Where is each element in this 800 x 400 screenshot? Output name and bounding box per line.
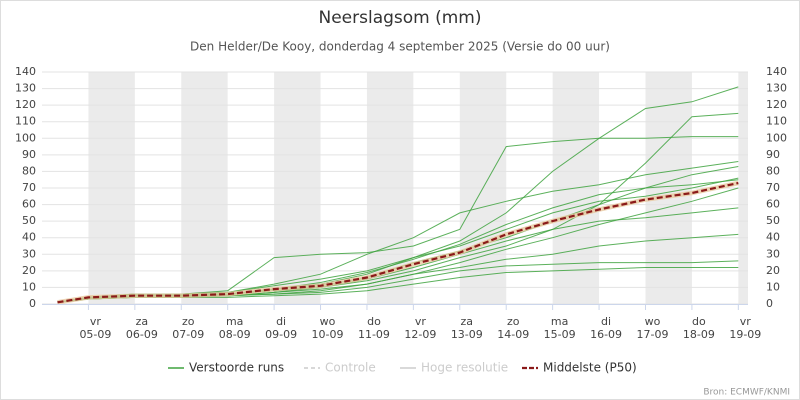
chart-title: Neerslagsom (mm) [318,8,481,28]
lines [57,86,739,305]
x-tick-weekday: vr [90,315,102,328]
y-tick-label: 40 [22,231,36,244]
legend-label: Controle [325,361,376,375]
credits: Bron: ECMWF/KNMI [703,388,790,398]
x-tick-label: 17-09 [637,328,669,341]
x-tick-label: 11-09 [358,328,390,341]
x-tick-label: 19-09 [729,328,761,341]
x-tick-label: 09-09 [265,328,297,341]
y2-tick-label: 100 [766,131,787,144]
x-tick-weekday: wo [645,315,661,328]
y-tick-label: 10 [22,280,36,293]
median-line [57,181,739,304]
y2-tick-label: 10 [766,280,780,293]
x-tick-label: 13-09 [451,328,483,341]
y2-tick-label: 50 [766,214,780,227]
y2-tick-label: 140 [766,65,787,78]
y-tick-label: 140 [15,65,36,78]
y-tick-label: 100 [15,131,36,144]
x-tick-weekday: ma [551,315,568,328]
x-tick-weekday: wo [320,315,336,328]
x-tick-label: 06-09 [126,328,158,341]
y2-tick-label: 120 [766,98,787,111]
x-tick-label: 07-09 [172,328,204,341]
y2-tick-label: 40 [766,231,780,244]
x-tick-weekday: do [692,315,706,328]
y-tick-label: 110 [15,115,36,128]
y2-tick-label: 70 [766,181,780,194]
y-tick-label: 90 [22,148,36,161]
legend-label: Hoge resolutie [421,361,508,375]
x-tick-label: 05-09 [79,328,111,341]
y2-tick-label: 0 [766,297,773,310]
x-tick-label: 18-09 [683,328,715,341]
y-tick-label: 70 [22,181,36,194]
x-tick-weekday: di [601,315,611,328]
x-tick-weekday: za [136,315,149,328]
x-tick-weekday: ma [226,315,243,328]
x-tick-label: 10-09 [312,328,344,341]
y2-tick-label: 60 [766,198,780,211]
legend: Verstoorde runs Controle Hoge resolutie Mid… [168,361,637,375]
x-tick-label: 08-09 [219,328,251,341]
x-tick-label: 15-09 [544,328,576,341]
y2-tick-label: 90 [766,148,780,161]
x-tick-weekday: vr [415,315,427,328]
x-tick-label: 14-09 [497,328,529,341]
legend-label: Middelste (P50) [543,361,637,375]
x-tick-weekday: do [367,315,381,328]
y-tick-label: 30 [22,247,36,260]
x-tick-label: 12-09 [404,328,436,341]
chart-subtitle: Den Helder/De Kooy, donderdag 4 septembe… [190,40,610,54]
y2-tick-label: 130 [766,82,787,95]
y-tick-label: 60 [22,198,36,211]
y2-tick-label: 30 [766,247,780,260]
y-tick-label: 130 [15,82,36,95]
y2-tick-label: 20 [766,264,780,277]
y-tick-label: 50 [22,214,36,227]
y-tick-label: 120 [15,98,36,111]
x-tick-weekday: zo [507,315,520,328]
y-tick-label: 80 [22,164,36,177]
y2-tick-label: 110 [766,115,787,128]
y-tick-label: 20 [22,264,36,277]
y2-tick-label: 80 [766,164,780,177]
y-tick-label: 0 [29,297,36,310]
x-tick-weekday: zo [182,315,195,328]
legend-label: Verstoorde runs [189,361,284,375]
x-tick-weekday: za [461,315,474,328]
x-tick-weekday: vr [740,315,752,328]
axes: 0 10 20 30 40 50 60 70 80 90 100 110 120 130 140 0 10 20 3… [15,65,787,341]
x-tick-label: 16-09 [590,328,622,341]
x-tick-weekday: di [276,315,286,328]
